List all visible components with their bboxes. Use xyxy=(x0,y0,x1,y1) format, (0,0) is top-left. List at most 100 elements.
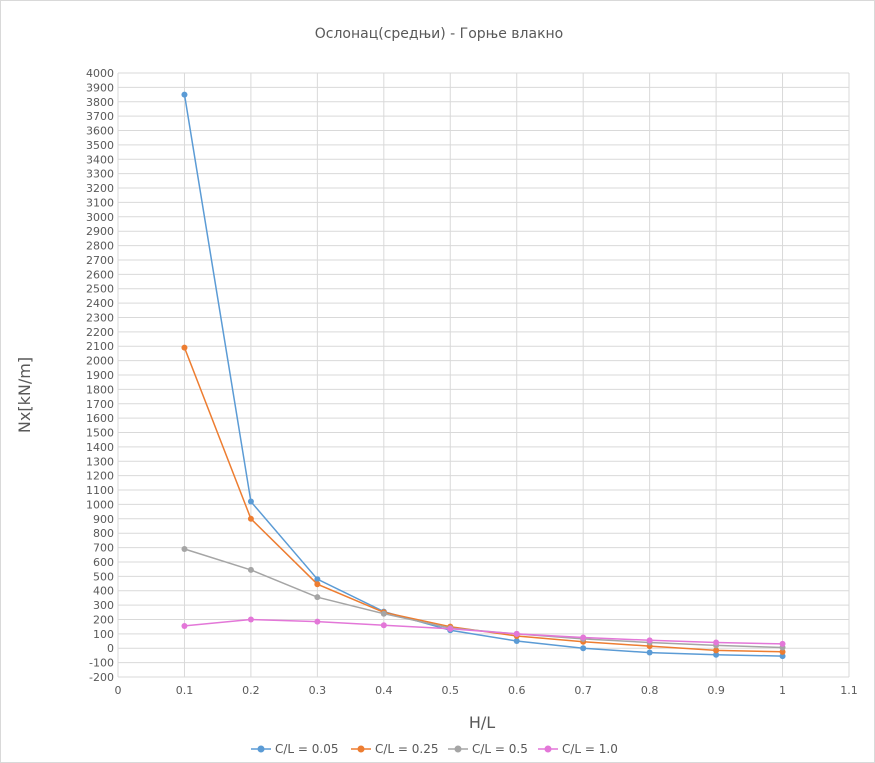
y-tick-label: 0 xyxy=(107,642,114,655)
x-tick-label: 1.1 xyxy=(840,684,858,697)
x-tick-label: 0.8 xyxy=(641,684,659,697)
y-tick-label: 2600 xyxy=(86,268,114,281)
data-point xyxy=(513,630,520,637)
data-point xyxy=(646,649,653,656)
grid-layer xyxy=(117,72,850,678)
data-point xyxy=(314,594,321,601)
data-point xyxy=(513,638,520,645)
y-tick-label: 1400 xyxy=(86,441,114,454)
y-tick-label: 800 xyxy=(93,527,114,540)
data-point xyxy=(181,622,188,629)
y-tick-label: 300 xyxy=(93,599,114,612)
y-tick-label: -100 xyxy=(89,657,114,670)
legend-item: C/L = 0.05 xyxy=(251,742,339,756)
data-point xyxy=(314,581,321,588)
series-3 xyxy=(181,616,786,647)
data-point xyxy=(247,566,254,573)
y-tick-label: 1500 xyxy=(86,427,114,440)
y-tick-label: 3000 xyxy=(86,211,114,224)
y-tick-label: 500 xyxy=(93,570,114,583)
y-tick-label: 1900 xyxy=(86,369,114,382)
data-point xyxy=(247,616,254,623)
series-1 xyxy=(181,344,786,655)
y-tick-label: 600 xyxy=(93,556,114,569)
legend-item: C/L = 0.25 xyxy=(351,742,439,756)
data-point xyxy=(380,622,387,629)
y-tick-label: 1000 xyxy=(86,498,114,511)
x-tick-label: 1 xyxy=(779,684,786,697)
data-point xyxy=(779,640,786,647)
y-tick-label: 3600 xyxy=(86,125,114,138)
legend-label: C/L = 0.5 xyxy=(472,742,528,756)
y-tick-label: 100 xyxy=(93,628,114,641)
data-point xyxy=(181,91,188,98)
chart-title: Ослонац(средњи) - Горње влакно xyxy=(315,26,564,42)
y-tick-label: 2200 xyxy=(86,326,114,339)
legend-item: C/L = 1.0 xyxy=(538,742,618,756)
y-tick-label: 3200 xyxy=(86,182,114,195)
legend-item: C/L = 0.5 xyxy=(448,742,528,756)
x-tick-label: 0.7 xyxy=(574,684,592,697)
series-layer xyxy=(181,91,786,660)
x-axis-title: H/L xyxy=(469,713,495,732)
data-point xyxy=(181,546,188,553)
y-tick-label: 2800 xyxy=(86,240,114,253)
axis-layer: -200-10001002003004005006007008009001000… xyxy=(86,67,858,697)
x-tick-label: 0.5 xyxy=(442,684,460,697)
y-axis-title: Nx[kN/m] xyxy=(15,357,34,433)
y-tick-label: 3700 xyxy=(86,110,114,123)
data-point xyxy=(181,344,188,351)
data-point xyxy=(713,647,720,654)
y-tick-label: -200 xyxy=(89,671,114,684)
data-point xyxy=(380,610,387,617)
series-line xyxy=(183,347,783,653)
y-tick-label: 3300 xyxy=(86,168,114,181)
data-point xyxy=(713,639,720,646)
series-line xyxy=(184,548,783,649)
y-tick-label: 2100 xyxy=(86,340,114,353)
data-point xyxy=(580,634,587,641)
x-tick-label: 0.4 xyxy=(375,684,393,697)
data-point xyxy=(314,576,321,583)
y-tick-label: 700 xyxy=(93,542,114,555)
y-tick-label: 900 xyxy=(93,513,114,526)
x-tick-label: 0.6 xyxy=(508,684,526,697)
legend-label: C/L = 0.05 xyxy=(275,742,339,756)
x-tick-label: 0.9 xyxy=(707,684,725,697)
y-tick-label: 3400 xyxy=(86,153,114,166)
y-tick-label: 2700 xyxy=(86,254,114,267)
y-tick-label: 1300 xyxy=(86,455,114,468)
legend-swatch-marker xyxy=(257,745,265,753)
y-tick-label: 2000 xyxy=(86,355,114,368)
x-tick-label: 0 xyxy=(115,684,122,697)
y-tick-label: 400 xyxy=(93,585,114,598)
data-point xyxy=(779,653,786,660)
data-point xyxy=(247,498,254,505)
y-tick-label: 3500 xyxy=(86,139,114,152)
series-line xyxy=(183,94,783,657)
data-point xyxy=(580,645,587,652)
legend: C/L = 0.05 C/L = 0.25 C/L = 0.5 C/L = 1.0 xyxy=(251,742,618,756)
y-tick-label: 3100 xyxy=(86,196,114,209)
y-tick-label: 2500 xyxy=(86,283,114,296)
legend-swatch-marker xyxy=(544,745,552,753)
data-point xyxy=(314,618,321,625)
data-point xyxy=(779,648,786,655)
legend-label: C/L = 0.25 xyxy=(375,742,439,756)
y-tick-label: 2400 xyxy=(86,297,114,310)
y-tick-label: 1800 xyxy=(86,383,114,396)
legend-label: C/L = 1.0 xyxy=(562,742,618,756)
y-tick-label: 3800 xyxy=(86,96,114,109)
x-tick-label: 0.1 xyxy=(176,684,194,697)
series-line xyxy=(184,618,783,645)
y-tick-label: 3900 xyxy=(86,81,114,94)
data-point xyxy=(646,637,653,644)
y-tick-label: 200 xyxy=(93,613,114,626)
legend-swatch-marker xyxy=(357,745,365,753)
y-tick-label: 2300 xyxy=(86,311,114,324)
data-point xyxy=(447,625,454,632)
legend-swatch-marker xyxy=(454,745,462,753)
y-tick-label: 1200 xyxy=(86,470,114,483)
